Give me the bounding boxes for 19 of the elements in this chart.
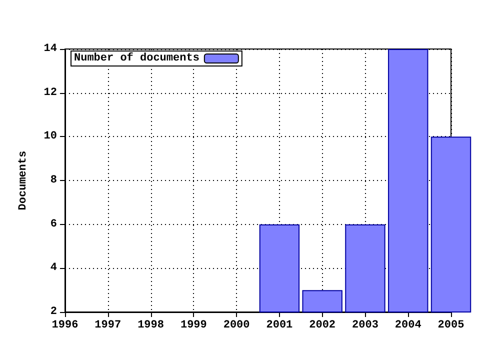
x-tick-label: 2003 bbox=[352, 320, 379, 332]
y-tick-label: 10 bbox=[44, 130, 57, 143]
x-tick-label: 2000 bbox=[223, 320, 250, 332]
legend-label: Number of documents bbox=[74, 52, 200, 64]
x-tick-label: 1998 bbox=[138, 320, 164, 332]
x-tick-label: 2004 bbox=[394, 320, 422, 332]
x-tick-label: 1996 bbox=[52, 320, 78, 332]
x-tick-label: 1999 bbox=[180, 320, 207, 332]
y-tick-label: 6 bbox=[50, 218, 57, 230]
x-tick-label: 1997 bbox=[94, 320, 122, 332]
y-tick-label: 12 bbox=[44, 86, 57, 99]
x-tick-label: 2005 bbox=[438, 320, 465, 332]
x-tick-label: 2002 bbox=[309, 320, 336, 332]
y-tick-label: 2 bbox=[50, 306, 57, 318]
y-tick-label: 4 bbox=[50, 262, 58, 274]
x-tick-label: 2001 bbox=[266, 320, 294, 332]
y-tick-label: 8 bbox=[50, 174, 58, 186]
y-tick-label: 14 bbox=[44, 43, 58, 55]
y-axis-title: Documents bbox=[18, 150, 30, 210]
